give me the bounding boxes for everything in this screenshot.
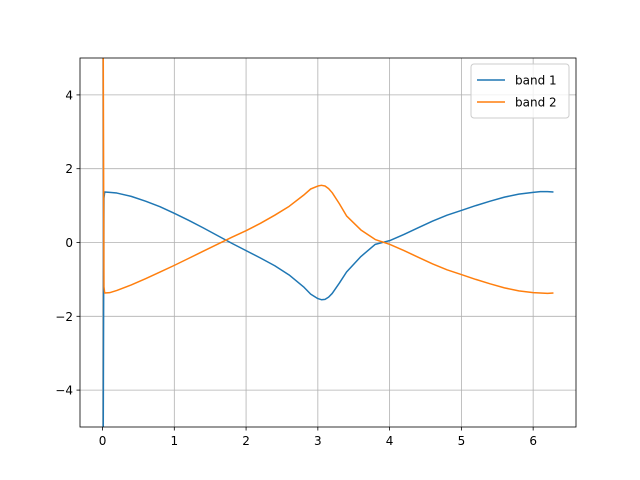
y-tick-label: 0 <box>65 236 73 250</box>
axis-ticks: 0 1 2 3 4 5 6 −4 −2 0 2 4 <box>55 88 537 448</box>
x-tick-label: 2 <box>242 434 250 448</box>
x-tick-label: 0 <box>99 434 107 448</box>
y-tick-label: −2 <box>55 310 73 324</box>
y-tick-label: 2 <box>65 162 73 176</box>
series-line-2 <box>102 58 554 295</box>
x-tick-label: 6 <box>529 434 537 448</box>
x-tick-label: 4 <box>386 434 394 448</box>
y-tick-label: −4 <box>55 384 73 398</box>
y-tick-label: 4 <box>65 88 73 102</box>
x-tick-label: 5 <box>458 434 466 448</box>
legend: band 1 band 2 <box>470 63 570 119</box>
grid <box>80 58 576 427</box>
x-tick-label: 1 <box>170 434 178 448</box>
legend-label-1: band 1 <box>515 74 557 88</box>
legend-label-2: band 2 <box>515 96 557 110</box>
plot-frame <box>79 57 577 428</box>
series-lines <box>102 58 554 427</box>
x-tick-label: 3 <box>314 434 322 448</box>
legend-box <box>470 63 570 119</box>
series-line-1 <box>102 190 554 427</box>
